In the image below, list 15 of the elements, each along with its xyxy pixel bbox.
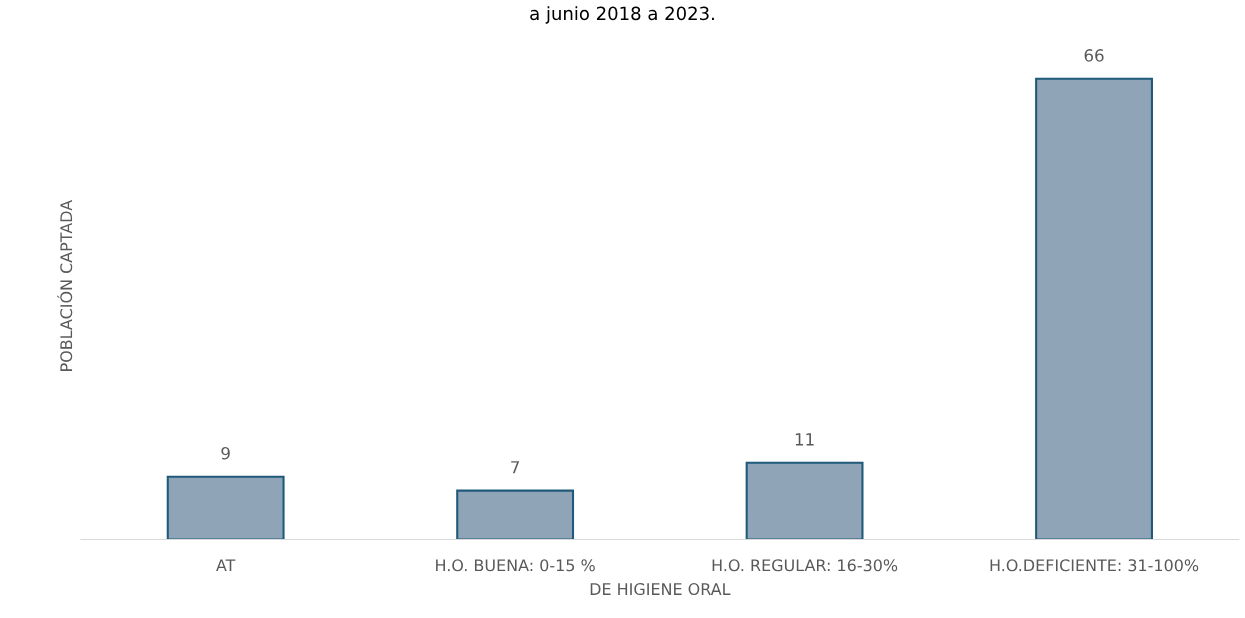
x-tick-label: AT [216, 559, 236, 572]
bar [166, 475, 285, 540]
bar [745, 461, 864, 540]
x-tick-label: H.O.DEFICIENTE: 31-100% [990, 559, 1199, 572]
data-label: 11 [795, 433, 814, 446]
data-label: 66 [1084, 49, 1104, 62]
data-label: 7 [511, 461, 519, 474]
bar [456, 489, 575, 540]
x-tick-label: H.O. BUENA: 0-15 % [436, 559, 595, 572]
chart-title: a junio 2018 a 2023. [530, 6, 714, 24]
x-tick-label: H.O. REGULAR: 16-30% [712, 559, 898, 572]
y-axis-title: POBLACIÓN CAPTADA [57, 199, 73, 371]
x-axis-title: DE HIGIENE ORAL [590, 583, 731, 596]
data-label: 9 [221, 446, 230, 460]
bar [1035, 77, 1153, 540]
